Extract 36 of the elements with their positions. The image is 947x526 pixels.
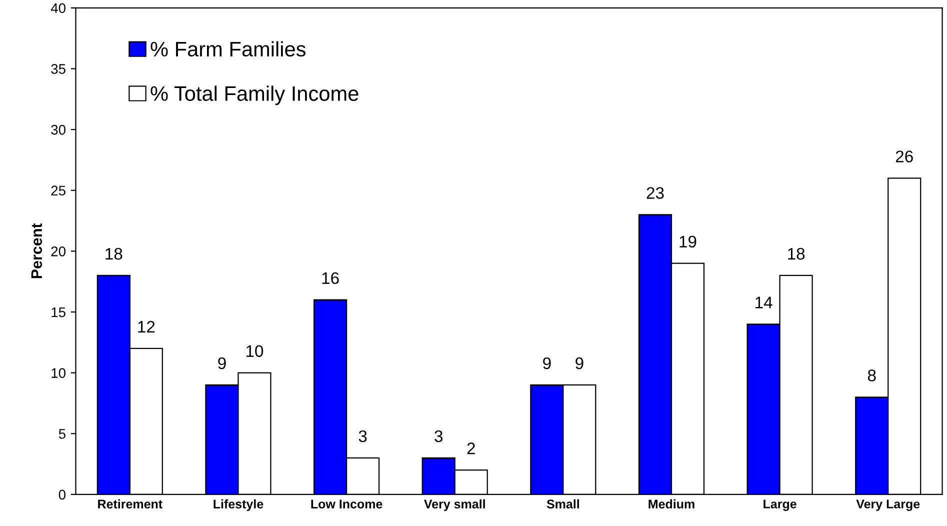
- data-label: 9: [218, 357, 226, 370]
- data-label: 2: [467, 442, 475, 454]
- x-tick-label: Very small: [424, 499, 485, 511]
- y-tick-label: 40: [50, 3, 66, 14]
- data-label: 3: [358, 430, 367, 442]
- legend-label: % Total Family Income: [150, 86, 358, 106]
- y-axis-title: Percent: [31, 223, 42, 278]
- data-label: 16: [322, 272, 339, 284]
- data-label: 10: [246, 345, 264, 358]
- data-label: 9: [543, 357, 551, 370]
- y-tick-label: 0: [58, 490, 66, 500]
- y-tick-label: 30: [51, 124, 66, 135]
- data-label: 26: [896, 150, 913, 162]
- data-label: 14: [756, 296, 772, 308]
- x-tick-label: Very Large: [856, 500, 920, 511]
- data-label: 18: [106, 248, 122, 260]
- data-label: 3: [434, 430, 443, 442]
- x-tick-label: Medium: [648, 499, 694, 508]
- y-tick-label: 25: [51, 186, 66, 196]
- x-tick-label: Small: [546, 499, 579, 508]
- legend-label: % Farm Families: [150, 41, 306, 57]
- y-tick-label: 20: [51, 246, 66, 256]
- y-tick-label: 10: [52, 368, 66, 378]
- y-tick-label: 15: [52, 307, 66, 318]
- x-tick-label: Retirement: [98, 499, 162, 508]
- y-tick-label: 35: [51, 64, 66, 74]
- x-tick-label: Large: [764, 500, 796, 511]
- data-label: 23: [646, 187, 664, 199]
- y-tick-label: 5: [58, 429, 66, 439]
- data-label: 18: [788, 248, 805, 260]
- data-label: 19: [680, 236, 696, 248]
- x-tick-label: Low Income: [311, 500, 382, 508]
- data-label: 9: [576, 357, 584, 370]
- data-label: 8: [868, 370, 876, 382]
- x-tick-label: Lifestyle: [214, 499, 264, 511]
- data-label: 12: [138, 320, 155, 333]
